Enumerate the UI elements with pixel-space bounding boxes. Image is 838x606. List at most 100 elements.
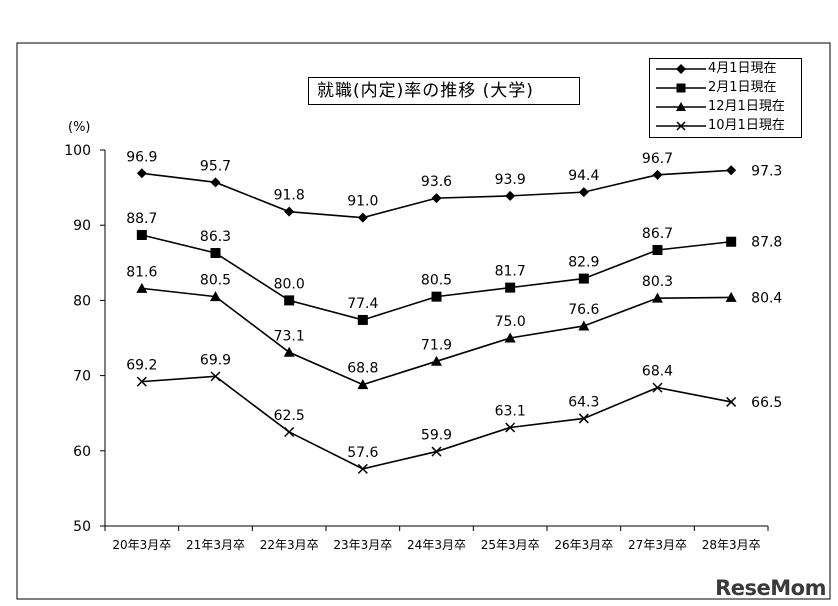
diamond-marker: [726, 165, 737, 176]
data-label: 68.4: [642, 364, 673, 380]
diamond-marker-icon: [656, 64, 706, 74]
y-tick-label: 90: [73, 218, 91, 234]
data-label: 76.6: [568, 302, 599, 318]
cross-marker: [136, 376, 147, 387]
x-tick-label: 23年3月卒: [333, 538, 392, 552]
data-label: 81.7: [495, 264, 526, 280]
legend-label: 4月1日現在: [708, 61, 777, 76]
triangle-marker: [283, 346, 295, 357]
data-label: 86.3: [200, 229, 231, 245]
data-labels: 96.9 95.7 91.8 91.0 93.6 93.9 94.4 96.7 97.3 88.7…: [126, 149, 782, 461]
legend-item-dec: 12月1日現在: [650, 98, 803, 116]
axes: 50 60 70 80 90 100 20年3月卒 21年3月卒 22年3月卒 23年3月卒 24年…: [64, 143, 769, 552]
diamond-marker: [210, 177, 221, 188]
data-label: 71.9: [421, 337, 452, 353]
series-line: [141, 375, 732, 470]
cross-stroke: [284, 426, 295, 438]
diamond-marker: [578, 187, 589, 198]
triangle-marker: [431, 355, 442, 366]
data-label: 73.1: [274, 328, 305, 344]
cross-marker: [726, 396, 737, 407]
data-label: 80.5: [200, 273, 231, 289]
x-tick-label: 26年3月卒: [554, 538, 613, 552]
data-label: 82.9: [568, 255, 599, 271]
data-label: 64.3: [568, 394, 599, 410]
x-tick-label: 25年3月卒: [481, 538, 540, 552]
cross-stroke: [726, 396, 737, 407]
outer-frame: [16, 42, 831, 600]
series-lines: [141, 169, 732, 470]
data-label: 68.8: [347, 361, 378, 377]
y-tick-label: 70: [73, 369, 91, 385]
data-label: 57.6: [347, 445, 378, 461]
data-label: 69.2: [126, 358, 157, 374]
square-marker: [284, 295, 295, 306]
data-label: 93.6: [421, 174, 452, 190]
square-marker: [578, 273, 589, 284]
cross-marker: [652, 382, 663, 393]
data-label: 86.7: [642, 226, 673, 242]
cross-stroke: [652, 382, 663, 393]
cross-marker: [578, 413, 589, 424]
diamond-marker: [284, 206, 295, 217]
cross-stroke: [357, 463, 368, 474]
x-tick-label: 24年3月卒: [407, 538, 466, 552]
data-label: 75.0: [495, 314, 526, 330]
diamond-marker: [136, 168, 147, 179]
data-label: 80.0: [274, 276, 305, 292]
cross-stroke: [210, 371, 221, 382]
cross-marker: [431, 446, 442, 457]
cross-marker-icon: [656, 121, 706, 131]
legend-item-feb: 2月1日現在: [650, 79, 803, 97]
data-label: 80.4: [751, 290, 782, 306]
cross-stroke: [136, 376, 147, 387]
diamond-marker: [431, 193, 442, 204]
triangle-marker: [725, 291, 737, 302]
x-tick-label: 28年3月卒: [702, 538, 761, 552]
legend-item-oct: 10月1日現在: [650, 117, 803, 135]
data-label: 87.8: [751, 235, 782, 251]
diamond-marker: [357, 212, 368, 223]
data-label: 96.9: [126, 149, 157, 165]
x-tick-label: 21年3月卒: [186, 538, 245, 552]
x-tick-label: 22年3月卒: [260, 538, 319, 552]
data-label: 69.9: [200, 352, 231, 368]
data-label: 66.5: [751, 395, 782, 411]
legend-label: 12月1日現在: [708, 99, 785, 114]
y-axis-unit-label: (%): [68, 120, 91, 135]
data-label: 63.1: [495, 403, 526, 419]
cross-marker: [505, 422, 516, 433]
cross-marker: [210, 371, 221, 382]
y-tick-label: 80: [73, 293, 91, 309]
diamond-marker: [505, 190, 516, 201]
legend-label: 2月1日現在: [708, 80, 777, 95]
x-tick-label: 20年3月卒: [112, 538, 171, 552]
triangle-marker: [652, 292, 663, 303]
legend: 4月1日現在 2月1日現在 12月1日現在 10月1日現在: [649, 58, 802, 138]
cross-stroke: [505, 422, 516, 433]
data-label: 96.7: [642, 151, 673, 167]
watermark-logo: ReseMom: [715, 576, 826, 600]
data-label: 59.9: [421, 428, 452, 444]
legend-label: 10月1日現在: [708, 118, 785, 133]
square-marker: [431, 291, 442, 302]
data-label: 80.3: [642, 274, 673, 290]
triangle-marker: [210, 291, 221, 302]
data-label: 93.9: [495, 172, 526, 188]
triangle-marker: [357, 379, 369, 390]
diamond-marker: [652, 169, 663, 180]
data-label: 77.4: [347, 296, 378, 312]
square-marker: [136, 229, 147, 240]
triangle-marker-icon: [656, 102, 706, 111]
data-label: 97.3: [751, 163, 782, 179]
x-tick-label: 27年3月卒: [628, 538, 687, 552]
square-marker: [726, 236, 737, 247]
cross-marker: [357, 463, 368, 474]
data-label: 95.7: [200, 158, 231, 174]
cross-stroke: [578, 413, 589, 424]
data-label: 80.5: [421, 273, 452, 289]
y-tick-label: 60: [73, 444, 91, 460]
data-label: 81.6: [126, 264, 157, 280]
cross-marker: [284, 426, 295, 438]
